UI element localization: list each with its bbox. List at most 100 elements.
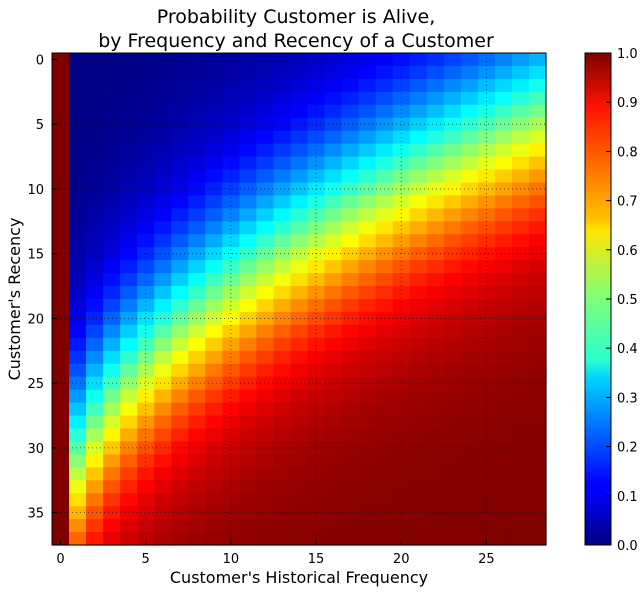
heatmap-cell <box>460 311 479 326</box>
heatmap-cell <box>86 156 104 171</box>
heatmap-cell <box>341 324 360 339</box>
heatmap-cell <box>477 91 496 106</box>
heatmap-cell <box>256 195 275 209</box>
heatmap-cell <box>324 65 343 80</box>
heatmap-cell <box>103 441 121 455</box>
heatmap-cell <box>290 65 309 80</box>
heatmap-cell <box>528 91 547 106</box>
heatmap-cell <box>154 53 172 67</box>
heatmap-cell <box>273 324 292 339</box>
heatmap-cell <box>205 104 223 119</box>
heatmap-cell <box>528 376 547 391</box>
heatmap-cell <box>341 467 360 481</box>
heatmap-cell <box>188 467 206 481</box>
heatmap-cell <box>358 91 377 106</box>
heatmap-cell <box>171 480 189 494</box>
heatmap-cell <box>103 480 121 494</box>
heatmap-cell <box>528 493 547 507</box>
heatmap-cell <box>120 65 138 80</box>
heatmap-cell <box>290 234 309 248</box>
heatmap-cell <box>426 104 445 119</box>
heatmap-cell <box>341 441 360 455</box>
heatmap-cell <box>375 65 394 80</box>
heatmap-cell <box>409 247 428 261</box>
heatmap-cell <box>52 519 70 533</box>
heatmap-cell <box>460 415 479 430</box>
heatmap-cell <box>154 337 172 352</box>
heatmap-cell <box>307 273 326 287</box>
heatmap-cell <box>69 273 87 287</box>
heatmap-cell <box>358 130 377 145</box>
heatmap-cell <box>460 480 479 494</box>
heatmap-cell <box>154 480 172 494</box>
heatmap-cell <box>222 117 240 132</box>
heatmap-cell <box>290 493 309 507</box>
heatmap-cell <box>273 506 292 520</box>
heatmap-cell <box>273 519 292 533</box>
heatmap-cell <box>494 324 513 339</box>
heatmap-cell <box>137 506 155 520</box>
heatmap-cell <box>171 532 189 546</box>
heatmap-cell <box>341 208 360 222</box>
heatmap-cell <box>52 428 70 443</box>
heatmap-cell <box>188 299 206 313</box>
heatmap-cell <box>392 337 411 352</box>
heatmap-cell <box>409 234 428 248</box>
heatmap-cell <box>256 221 275 235</box>
heatmap-cell <box>86 143 104 158</box>
heatmap-cell <box>409 78 428 93</box>
heatmap-cell <box>205 53 223 67</box>
heatmap-cell <box>154 91 172 106</box>
heatmap-cell <box>494 247 513 261</box>
heatmap-cell <box>511 169 530 184</box>
heatmap-cell <box>154 493 172 507</box>
heatmap-cell <box>188 415 206 430</box>
heatmap-cell <box>494 480 513 494</box>
colorbar-tick-label: 0.5 <box>617 293 638 308</box>
heatmap-cell <box>239 65 258 80</box>
heatmap-cell <box>256 208 275 222</box>
heatmap-cell <box>460 428 479 443</box>
heatmap-cell <box>358 221 377 235</box>
heatmap-cell <box>205 78 223 93</box>
heatmap-cell <box>137 117 155 132</box>
heatmap-cell <box>256 506 275 520</box>
heatmap-cell <box>528 441 547 455</box>
heatmap-cell <box>256 467 275 481</box>
heatmap-cell <box>341 247 360 261</box>
heatmap-cell <box>256 299 275 313</box>
heatmap-cell <box>137 324 155 339</box>
heatmap-cell <box>52 143 70 158</box>
heatmap-cell <box>494 130 513 145</box>
heatmap-cell <box>409 493 428 507</box>
heatmap-cell <box>307 286 326 300</box>
heatmap-cell <box>205 299 223 313</box>
heatmap-cell <box>69 195 87 209</box>
heatmap-cell <box>460 91 479 106</box>
heatmap-cell <box>392 104 411 119</box>
heatmap-cell <box>528 480 547 494</box>
heatmap-cell <box>273 415 292 430</box>
heatmap-cell <box>290 247 309 261</box>
heatmap-cell <box>69 182 87 197</box>
heatmap-cell <box>341 78 360 93</box>
heatmap-cell <box>239 260 258 274</box>
heatmap-cell <box>426 273 445 287</box>
heatmap-cell <box>511 532 530 546</box>
heatmap-cell <box>69 91 87 106</box>
heatmap-cell <box>290 299 309 313</box>
heatmap-cell <box>358 234 377 248</box>
heatmap-cell <box>477 389 496 404</box>
heatmap-cell <box>137 415 155 430</box>
heatmap-cell <box>171 286 189 300</box>
heatmap-cell <box>392 428 411 443</box>
heatmap-cell <box>52 402 70 417</box>
heatmap-cell <box>154 532 172 546</box>
heatmap-cell <box>86 117 104 132</box>
heatmap-cell <box>256 324 275 339</box>
heatmap-cell <box>375 234 394 248</box>
heatmap-cell <box>171 91 189 106</box>
heatmap-cell <box>511 363 530 378</box>
heatmap-cell <box>137 311 155 326</box>
heatmap-cell <box>426 78 445 93</box>
